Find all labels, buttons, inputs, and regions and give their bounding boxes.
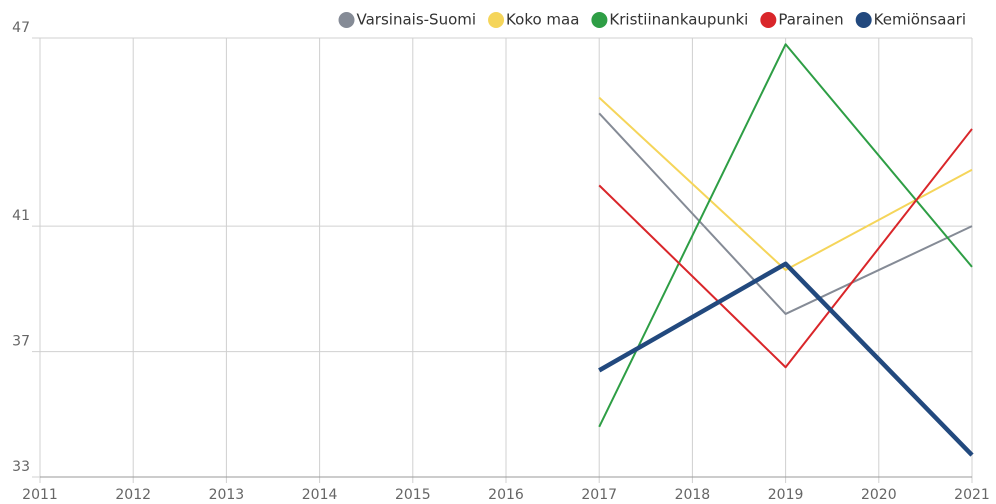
legend-marker (488, 12, 505, 28)
legend-marker (855, 12, 872, 28)
legend-item: Varsinais-Suomi (338, 11, 477, 29)
legend-marker (760, 12, 777, 28)
legend-marker (591, 12, 608, 28)
x-tick-label: 2020 (861, 487, 897, 503)
series-line (598, 43, 973, 428)
x-tick-label: 2021 (954, 487, 990, 503)
legend-label: Koko maa (506, 11, 579, 29)
x-tick-label: 2014 (302, 487, 338, 503)
x-tick-label: 2011 (22, 487, 58, 503)
x-tick-label: 2013 (209, 487, 245, 503)
x-tick-label: 2017 (581, 487, 617, 503)
legend-label: Varsinais-Suomi (357, 11, 477, 29)
series-line (598, 128, 973, 369)
y-tick-label: 33 (12, 459, 30, 475)
legend-item: Kristiinankaupunki (591, 11, 748, 29)
x-tick-label: 2019 (768, 487, 804, 503)
legend-marker (338, 12, 355, 28)
legend-label: Kristiinankaupunki (609, 11, 748, 29)
legend-label: Kemiönsaari (874, 11, 966, 29)
series-line (598, 261, 974, 457)
y-tick-label: 41 (12, 208, 30, 224)
x-tick-label: 2016 (488, 487, 524, 503)
legend-item: Parainen (760, 11, 844, 29)
legend-item: Koko maa (488, 11, 579, 29)
x-tick-label: 2018 (675, 487, 711, 503)
series-line (598, 112, 973, 315)
legend-label: Parainen (778, 11, 843, 29)
y-tick-label: 37 (12, 334, 30, 350)
x-tick-label: 2015 (395, 487, 431, 503)
x-tick-label: 2012 (115, 487, 151, 503)
y-tick-label: 47 (12, 20, 30, 36)
legend-item: Kemiönsaari (855, 11, 966, 29)
series-line (598, 96, 973, 272)
